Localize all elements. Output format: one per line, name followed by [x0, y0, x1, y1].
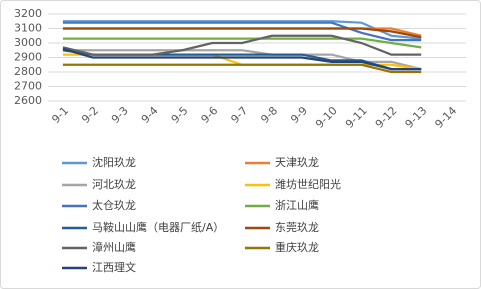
legend-label: 马鞍山山鹰（电器厂纸/A） [92, 220, 224, 234]
legend-label: 太仓玖龙 [92, 198, 136, 212]
legend-label: 潍坊世纪阳光 [275, 177, 341, 191]
series-line [62, 21, 422, 42]
legend-label: 河北玖龙 [92, 178, 136, 191]
series-line [62, 63, 422, 74]
y-tick-label: 2700 [14, 80, 42, 93]
series-line [62, 34, 422, 56]
series-line [62, 20, 422, 40]
legend-label: 漳州山鹰 [92, 240, 136, 254]
y-tick-label: 2800 [14, 65, 42, 78]
legend-label: 东莞玖龙 [275, 221, 319, 234]
series-line [62, 37, 422, 49]
y-tick-label: 2900 [14, 51, 42, 64]
legend-label: 重庆玖龙 [275, 240, 319, 254]
legend-label: 天津玖龙 [275, 156, 319, 169]
series-line [62, 47, 422, 71]
y-tick-label: 3000 [14, 36, 42, 49]
series-line [62, 27, 422, 39]
y-tick-label: 3100 [14, 22, 42, 35]
y-tick-label: 2600 [14, 94, 42, 107]
y-tick-label: 3200 [14, 7, 42, 20]
legend-label: 江西理文 [92, 260, 136, 274]
legend-label: 浙江山鹰 [275, 198, 319, 212]
legend-label: 沈阳玖龙 [92, 155, 136, 169]
